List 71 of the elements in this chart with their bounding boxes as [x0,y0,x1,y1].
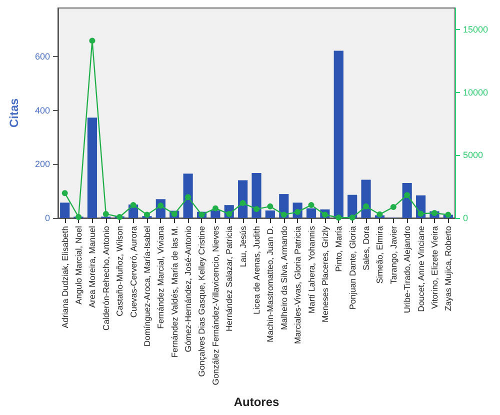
x-tick-label: Zayas Mujica, Roberto [443,226,454,312]
point [418,210,424,217]
bar [265,210,275,218]
x-tick-label: Fernández Valdés, María de las M. [169,226,180,358]
point [240,200,246,206]
point [76,214,82,220]
bar [87,118,98,218]
point [376,211,383,218]
x-tick-label: Castaño-Muñoz, Wilson [114,226,125,316]
x-tick-label: Gómez-Hernández, José-Antonio [183,226,194,352]
y2-tick-label: 15000 [463,24,488,34]
x-tick-label: Gonçalves Dias Gasque, Kelley Cristine [196,226,207,377]
x-tick-label: Domínguez-Aroca, María-Isabel [142,226,152,346]
point [390,204,396,210]
point [267,203,274,210]
bar [183,174,193,218]
x-tick-label: Uribe-Tirado, Alejandro [402,226,412,314]
point [349,214,356,221]
point [212,205,218,212]
x-tick-label: Doucet, Anne Vinciane [416,226,426,312]
point [308,202,314,208]
x-tick-label: Calderón-Rehecho, Antonio [100,226,111,330]
y-tick-label: 600 [34,51,50,62]
x-tick-label: Meneses Placeres, Grizly [320,225,330,322]
point [280,212,287,218]
x-tick-label: González Fernández-Villavicencio, Nieves [210,226,220,386]
point [102,210,109,217]
x-tick-label: Licea de Arenas, Judith [252,226,262,314]
point [62,190,68,196]
point [89,38,96,44]
y-axis-title: Citas [7,98,21,128]
point [445,212,452,218]
y2-tick-label: 5000 [463,150,484,160]
y-tick-label: 0 [44,213,50,223]
x-tick-label: Vitorino, Elizete Vieira [429,226,440,309]
bar [361,180,371,218]
point [336,214,342,221]
x-tick-label: Pinto, María [334,226,344,272]
y2-tick-label: 10000 [463,87,488,98]
x-tick-label: Adriana Dudziak, Elisabeth [60,226,70,328]
x-tick-label: Ponjuan Dante, Gloria [347,226,358,310]
x-tick-label: Martí Lahera, Yohannis [306,226,316,314]
x-tick-label: Tarango, Javier [388,226,398,284]
x-tick-label: Marciales-Vivas, Gloria Patricia [292,226,303,344]
x-tick-label: Simeão, Elmira [374,226,385,284]
y-tick-label: 400 [34,105,50,116]
x-tick-label: Malheiro da Silva, Armando [278,226,289,330]
x-tick-label: Lau, Jesús [238,226,248,268]
x-axis-title: Autores [234,395,280,409]
x-tick-label: Cuevas-Cerveró, Aurora [128,226,138,318]
bar [210,210,220,218]
point [144,212,150,218]
y2-tick-label: 0 [463,213,468,223]
y-tick-label: 200 [34,159,50,170]
bar [306,208,316,218]
x-tick-label: Sales, Dora [361,226,372,270]
x-tick-label: Fernández Marcial, Viviana [156,226,166,329]
bar [60,202,70,218]
point [116,214,123,220]
x-tick-label: Area Moreira, Manuel [87,226,98,308]
x-tick-label: Machin-Mastromatteo, Juan D. [265,226,276,342]
point [254,206,260,212]
bar [252,173,262,218]
point [185,194,192,200]
bar [238,180,248,218]
point [404,192,410,198]
bar [334,50,344,218]
point [363,203,370,210]
x-tick-label: Hernández Salazar, Patricia [224,226,234,332]
x-tick-label: Angulo Marcial, Noel [74,226,84,304]
point [130,202,136,208]
